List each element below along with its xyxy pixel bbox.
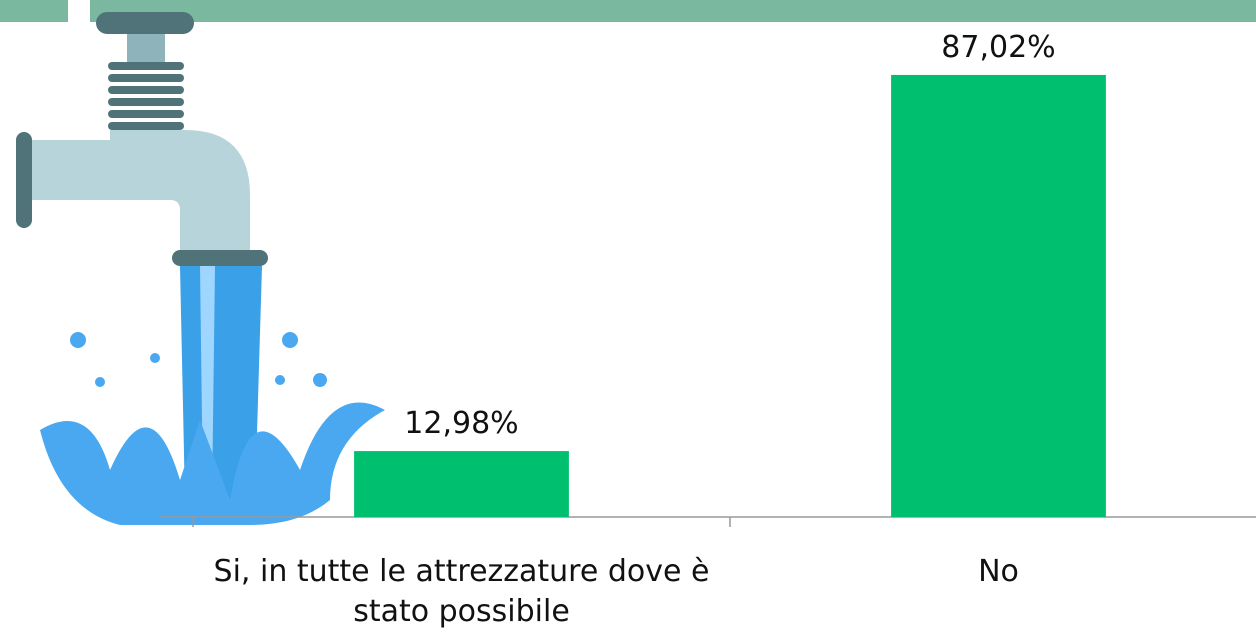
x-tick-label: Si, in tutte le attrezzature dove è stat… (213, 554, 710, 629)
value-label: 87,02% (941, 30, 1055, 65)
bar (891, 74, 1106, 517)
faucet-illustration (16, 12, 385, 525)
bar (354, 451, 569, 517)
header-gap (68, 0, 90, 22)
header-band (0, 0, 1256, 22)
x-tick-label: No (978, 554, 1019, 589)
value-label: 12,98% (404, 406, 518, 441)
